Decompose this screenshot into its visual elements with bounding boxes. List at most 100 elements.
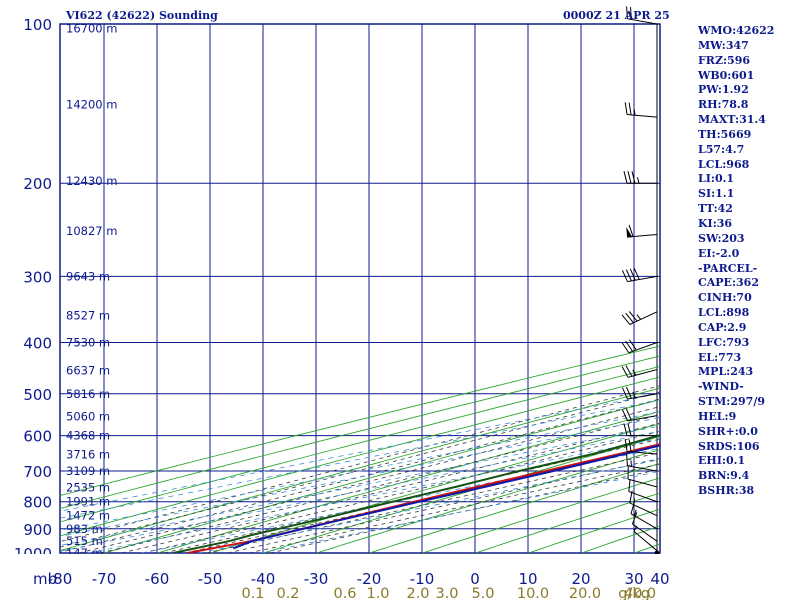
wind-barb-flag [625, 386, 632, 399]
wind-barb-flag [633, 268, 640, 280]
wind-barb [631, 512, 658, 542]
mixing-ratio-label: 0.1 [241, 586, 264, 600]
dry-adiabat [104, 399, 660, 553]
mixing-ratio-line [60, 393, 660, 512]
moist-adiabat [100, 414, 660, 553]
mixing-ratio-label: 10.0 [517, 586, 549, 600]
index-item: LFC:793 [698, 335, 750, 349]
wind-barb-flag [625, 312, 634, 324]
wind-barb-flag [621, 314, 631, 325]
wind-barb-half [632, 391, 636, 398]
wind-barb-flag [628, 311, 638, 322]
x-tick-label: -10 [410, 570, 435, 588]
dry-adiabat [369, 462, 660, 553]
wind-barb-staff [627, 465, 658, 472]
wind-barb [626, 6, 658, 25]
wind-barb [621, 365, 658, 378]
pressure-label: 700 [23, 463, 52, 481]
wind-barb-staff [630, 513, 658, 530]
wind-barb-staff [627, 114, 658, 118]
sounding-traces [172, 434, 660, 553]
wind-barb-staff [627, 18, 658, 25]
wind-barb-staff [633, 531, 658, 552]
mixing-ratio-label: 2.0 [406, 586, 429, 600]
height-label: 4368 m [66, 429, 110, 443]
height-label: 5816 m [66, 387, 110, 401]
height-label: 8527 m [66, 309, 110, 323]
wind-barb-flag [621, 366, 629, 378]
index-item: -WIND- [698, 380, 744, 394]
dry-adiabat [263, 435, 660, 553]
wind-barb [626, 453, 658, 472]
wind-barb [628, 479, 658, 503]
pressure-label: 400 [23, 334, 52, 352]
wind-barb-half [633, 109, 636, 116]
wind-barb-staff [627, 369, 658, 378]
index-item: MPL:243 [698, 365, 754, 379]
mixing-ratio-line [199, 459, 660, 553]
wind-barb-staff [627, 478, 658, 488]
index-item: SHR+:0.0 [698, 424, 758, 438]
height-label: 1991 m [66, 495, 110, 509]
mixing-ratio-label: 5.0 [471, 586, 494, 600]
index-item: L57:4.7 [698, 142, 745, 156]
wind-barb [621, 311, 658, 325]
dry-adiabat [475, 492, 660, 553]
wind-barb-flag [628, 479, 631, 492]
pressure-label: 800 [23, 494, 52, 512]
wind-barbs [621, 6, 660, 556]
moist-adiabat [227, 458, 660, 553]
wind-barb-flag [628, 339, 637, 351]
wind-barb-flag [624, 439, 628, 452]
wind-barb-flag [628, 439, 632, 452]
moist-adiabat [60, 385, 660, 543]
height-label: 1472 m [66, 509, 110, 523]
index-item: TH:5669 [698, 127, 752, 141]
wind-barb [624, 102, 658, 118]
chart-title: VI622 (42622) Sounding [66, 9, 218, 22]
height-label: 983 m [66, 522, 103, 536]
x-tick-label: -20 [357, 570, 382, 588]
pressure-label: 500 [23, 386, 52, 404]
x-tick-label: -60 [145, 570, 170, 588]
parcel-line [232, 444, 660, 550]
x-tick-label: 10 [518, 570, 537, 588]
x-tick-label: -40 [251, 570, 276, 588]
wind-barb [621, 268, 658, 283]
wind-barb-staff [627, 234, 658, 238]
dewpoint-line [172, 434, 660, 553]
mixing-ratio-line [60, 425, 660, 546]
wind-barb-flag [624, 102, 628, 115]
mixing-ratio-label: 0.6 [333, 586, 356, 600]
index-item: LI:0.1 [698, 172, 735, 186]
mixing-ratio-label: 40.0 [624, 586, 656, 600]
wind-barb-staff [627, 415, 658, 422]
wind-barb-flag [625, 408, 632, 421]
index-item: SRDS:106 [698, 439, 760, 453]
wind-barb [621, 386, 658, 400]
index-item: WMO:42622 [698, 24, 775, 37]
moist-adiabat [248, 463, 660, 553]
dry-adiabat [60, 365, 660, 523]
x-tick-label: 40 [650, 570, 669, 588]
index-item: SI:1.1 [698, 187, 735, 201]
wind-barb [624, 439, 658, 455]
index-item: CINH:70 [698, 291, 752, 305]
x-tick-label: 20 [571, 570, 590, 588]
mixing-ratio-label: 3.0 [435, 586, 458, 600]
dry-adiabat [794, 24, 800, 553]
wind-barb-flag [625, 365, 633, 377]
index-item: TT:42 [698, 202, 733, 216]
index-item: LCL:898 [698, 306, 750, 320]
height-label: 3716 m [66, 448, 110, 462]
index-item: FRZ:596 [698, 53, 751, 67]
moist-adiabat [206, 452, 660, 553]
pressure-label: 600 [23, 428, 52, 446]
wind-barb-flag [621, 387, 628, 400]
x-tick-label: 30 [624, 570, 643, 588]
dry-adiabat [422, 477, 660, 553]
height-label: 12430 m [66, 174, 117, 188]
wind-barb-flag [631, 512, 638, 525]
mixing-ratio-label: 20.0 [569, 586, 601, 600]
